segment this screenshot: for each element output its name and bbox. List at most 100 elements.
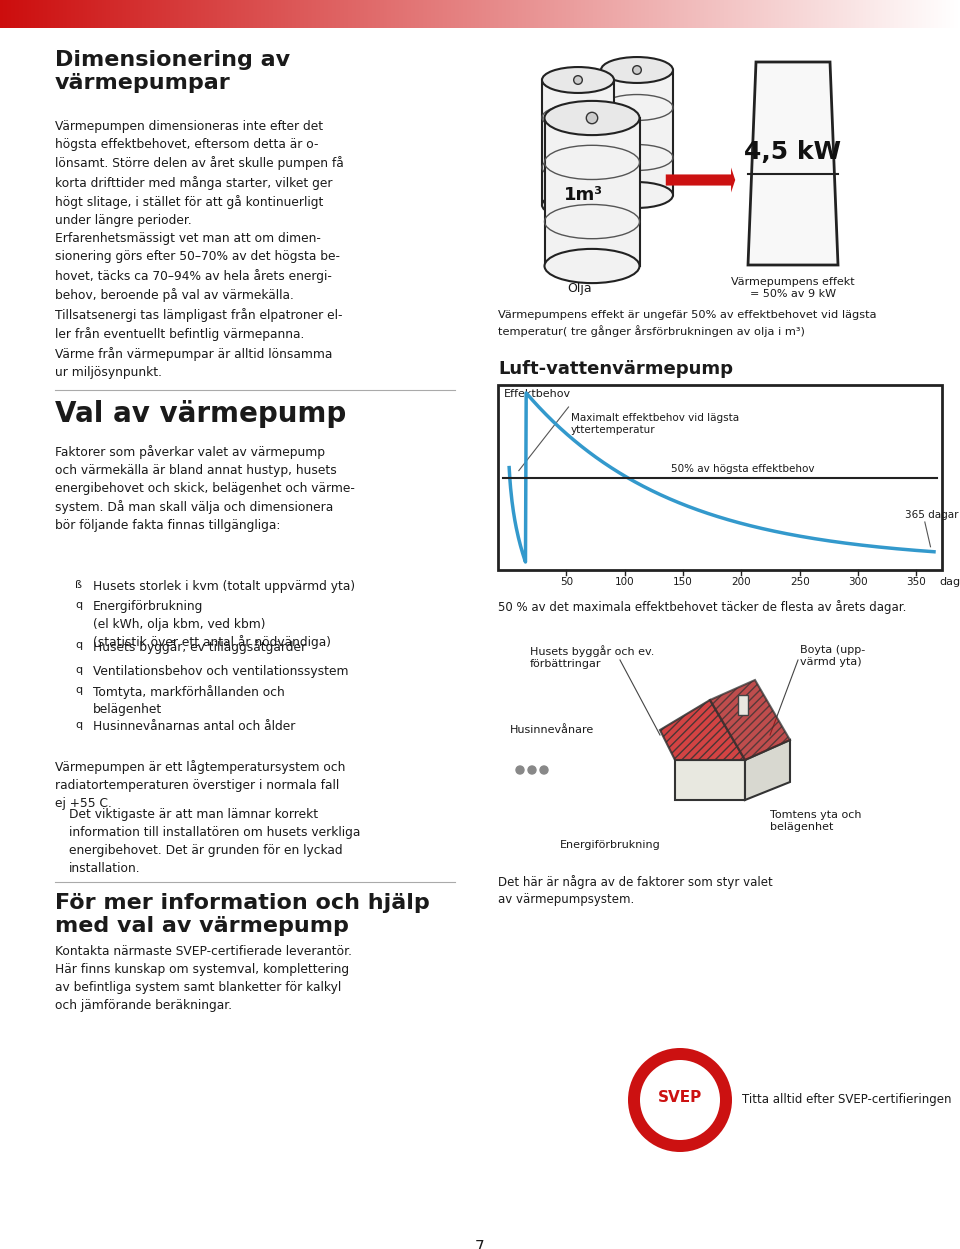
Bar [941,0,942,27]
Circle shape [633,66,641,75]
Bar [194,0,195,27]
Bar [280,0,281,27]
Bar [343,0,344,27]
Bar [379,0,380,27]
Bar [869,0,870,27]
Bar [850,0,851,27]
Bar [230,0,231,27]
Bar [872,0,873,27]
Bar [718,0,719,27]
Bar [642,0,643,27]
Bar [787,0,788,27]
Text: Titta alltid efter SVEP-certifieringen: Titta alltid efter SVEP-certifieringen [742,1094,951,1107]
Bar [804,0,805,27]
Bar [104,0,105,27]
Bar [272,0,273,27]
Bar [220,0,221,27]
Bar [553,0,554,27]
Bar [691,0,692,27]
Bar [133,0,134,27]
Bar [712,0,713,27]
Bar [391,0,392,27]
Bar [47,0,48,27]
Bar [600,0,601,27]
Bar [139,0,140,27]
Bar [142,0,143,27]
Bar [184,0,185,27]
Bar [288,0,289,27]
Bar [319,0,320,27]
Bar [762,0,763,27]
Bar [819,0,820,27]
Bar [366,0,367,27]
Bar [843,0,844,27]
Bar [13,0,14,27]
Ellipse shape [542,67,614,92]
Text: Faktorer som påverkar valet av värmepump
och värmekälla är bland annat hustyp, h: Faktorer som påverkar valet av värmepump… [55,445,355,532]
Bar [896,0,897,27]
Bar [748,0,749,27]
Text: dagar: dagar [939,577,960,587]
Bar [30,0,31,27]
Bar [625,0,626,27]
Bar [507,0,508,27]
Bar [380,0,381,27]
Bar [58,0,59,27]
Bar [177,0,178,27]
Bar [592,0,593,27]
Bar [179,0,180,27]
Bar [42,0,43,27]
Bar [500,0,501,27]
Bar [591,0,592,27]
Bar [63,0,64,27]
Bar [694,0,695,27]
Bar [40,0,41,27]
Bar [759,0,760,27]
Bar [474,0,475,27]
Bar [62,0,63,27]
Bar [486,0,487,27]
Bar [297,0,298,27]
Bar [576,0,577,27]
Bar [131,0,132,27]
Bar [753,0,754,27]
Circle shape [516,766,524,774]
Bar [466,0,467,27]
Bar [619,0,620,27]
Bar [11,0,12,27]
Bar [99,0,100,27]
Bar [115,0,116,27]
Bar [244,0,245,27]
Bar [28,0,29,27]
Bar [834,0,835,27]
Bar [188,0,189,27]
Bar [523,0,524,27]
Bar [690,0,691,27]
Bar [94,0,95,27]
Bar [81,0,82,27]
Bar [739,0,740,27]
Text: Olja: Olja [567,282,592,295]
Bar [920,0,921,27]
Bar [268,0,269,27]
Bar [729,0,730,27]
Text: 1m³: 1m³ [564,186,603,204]
Bar [342,0,343,27]
Bar [902,0,903,27]
Bar [106,0,107,27]
Bar [119,0,120,27]
Bar [686,0,687,27]
Bar [127,0,128,27]
Bar [153,0,154,27]
Bar [277,0,278,27]
Text: temperatur( tre gånger årsförbrukningen av olja i m³): temperatur( tre gånger årsförbrukningen … [498,325,804,337]
Bar [823,0,824,27]
Bar [289,0,290,27]
Text: Ventilationsbehov och ventilationssystem: Ventilationsbehov och ventilationssystem [93,664,348,678]
Bar [607,0,608,27]
Bar [101,0,102,27]
Bar [574,0,575,27]
Text: Energiförbrukning: Energiförbrukning [560,841,660,851]
Bar [235,0,236,27]
Bar [169,0,170,27]
